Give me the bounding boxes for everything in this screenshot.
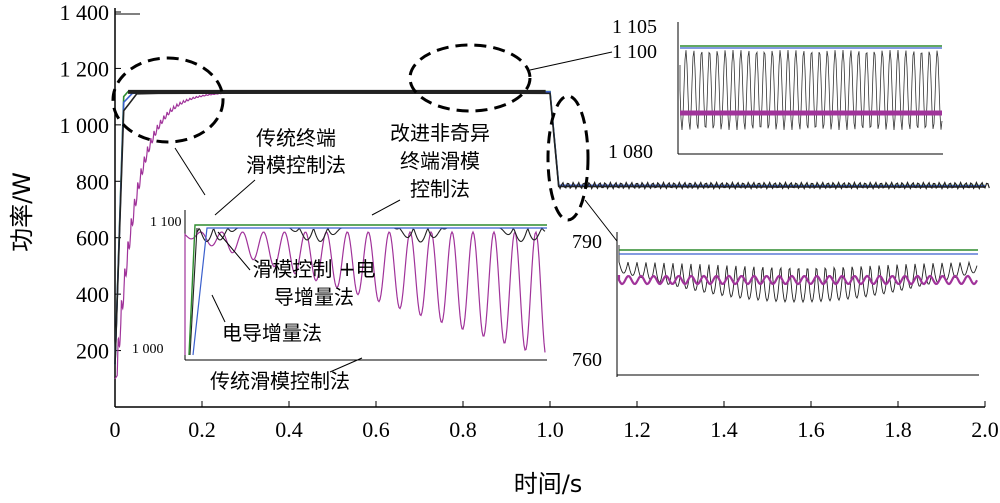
inset3-black-line [618,245,978,304]
inset1-ytick-bottom: 1 000 [132,342,164,357]
y-axis-label: 功率/W [8,172,36,252]
svg-text:滑模控制 +电: 滑模控制 +电 [252,257,375,281]
x-tick-label: 0.8 [449,417,477,442]
y-tick-group: 200 400 600 800 1 000 1 200 1 400 [60,0,121,364]
y-tick-label: 1 400 [60,0,110,25]
x-axis-label: 时间/s [514,470,583,498]
highlight-ellipse-step [546,94,590,222]
y-tick-label: 800 [76,169,109,194]
inset1-blue-line [192,227,547,356]
steady-ripple-2 [558,180,990,191]
annotation-inc-cond: 电导增量法 [211,294,322,345]
inset-startup: 1 100 1 000 [132,210,547,361]
annotation-traditional-sm: 传统滑模控制法 [210,357,363,393]
inset3-purple-line [617,274,978,286]
x-tick-label: 1.4 [710,417,738,442]
svg-text:终端滑模: 终端滑模 [400,149,480,173]
y-tick-label: 1 200 [60,56,110,81]
svg-text:传统滑模控制法: 传统滑模控制法 [210,369,350,393]
x-tick-label: 0.4 [275,417,303,442]
inset2-black-line [679,49,943,131]
x-tick-label: 1.8 [884,417,912,442]
y-tick-label: 1 000 [60,113,110,138]
svg-text:改进非奇异: 改进非奇异 [390,121,490,145]
y-tick-label: 600 [76,226,109,251]
inset2-ytick-top: 1 105 [612,16,657,38]
inset-step: 790 760 [572,231,979,377]
leader-line-steady [529,51,613,71]
x-tick-label: 1.6 [797,417,825,442]
highlight-ellipse-steady [408,43,532,113]
inset3-ytick-top: 790 [572,231,602,253]
svg-text:控制法: 控制法 [410,177,470,201]
inset1-series-group [184,224,547,356]
svg-text:电导增量法: 电导增量法 [222,321,322,345]
x-tick-group: 0 0.2 0.4 0.6 0.8 1.0 1.2 1.4 1.6 1.8 2.0 [110,401,999,442]
inset1-green-line [188,224,547,356]
inset2-ytick-bottom: 1 080 [608,141,653,163]
x-tick-label: 0.2 [188,417,216,442]
inset3-ytick-bottom: 760 [572,349,602,371]
inset2-ytick-mid: 1 100 [612,41,657,63]
inset2-series-group [679,45,943,131]
x-tick-label: 0 [110,417,121,442]
main-series-group [114,89,990,380]
y-tick-label: 400 [76,282,109,307]
inset-steady: 1 105 1 100 1 080 [608,16,943,163]
inset1-ytick-top: 1 100 [150,215,182,230]
annotation-traditional-terminal: 传统终端 滑模控制法 [214,126,346,216]
x-tick-label: 0.6 [362,417,390,442]
inset1-purple-line [184,230,546,355]
svg-text:滑模控制法: 滑模控制法 [246,153,346,177]
x-tick-label: 1.0 [536,417,564,442]
x-tick-label: 1.2 [623,417,651,442]
x-tick-label: 2.0 [971,417,999,442]
svg-text:导增量法: 导增量法 [274,285,354,309]
svg-text:传统终端: 传统终端 [256,126,336,150]
annotation-sm-inc: 滑模控制 +电 导增量法 [217,231,376,309]
leader-line-step [584,199,621,246]
y-tick-label: 200 [76,339,109,364]
highlight-ellipse-startup [111,56,225,144]
annotation-improved-nonsingular: 改进非奇异 终端滑模 控制法 [371,121,490,216]
pointer-main-traditional [174,147,206,196]
inset3-series-group [617,245,978,304]
